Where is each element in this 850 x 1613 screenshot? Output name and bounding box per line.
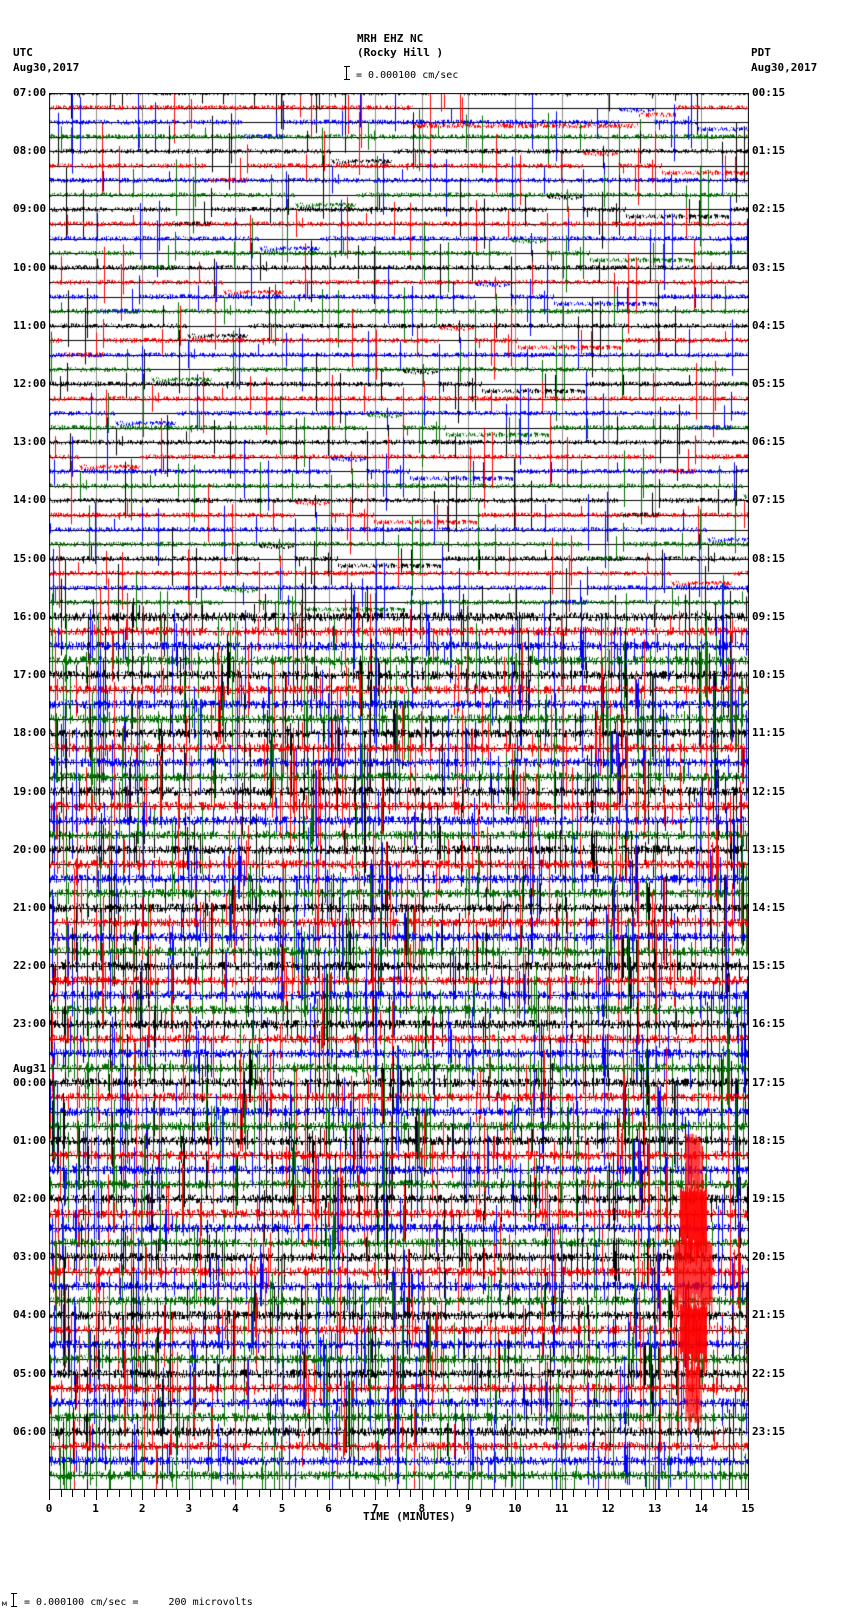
utc-hour-label: 06:00 — [13, 1424, 47, 1438]
utc-hour-label: 09:00 — [13, 202, 47, 216]
pdt-hour-label: 03:15 — [752, 260, 786, 274]
utc-hour-label: 17:00 — [13, 668, 47, 682]
x-tick-label: 3 — [185, 1502, 193, 1515]
utc-hour-label: 15:00 — [13, 551, 47, 565]
scale-text: = 0.000100 cm/sec — [356, 70, 459, 81]
pdt-hour-label: 09:15 — [752, 609, 786, 623]
utc-hour-label: 11:00 — [13, 318, 47, 332]
pdt-hour-label: 22:15 — [752, 1366, 786, 1380]
pdt-hour-label: 11:15 — [752, 726, 786, 740]
x-tick-label: 9 — [465, 1502, 472, 1515]
x-axis: 0 1 2 3 4 5 6 7 8 9 10 11 12 13 14 15 — [45, 1490, 755, 1520]
utc-hour-label: 03:00 — [13, 1250, 47, 1264]
x-axis-ticks — [49, 1490, 749, 1500]
station-location: (Rocky Hill ) — [357, 46, 444, 59]
utc-hour-label: 20:00 — [13, 842, 47, 856]
pdt-hour-label: 13:15 — [752, 842, 786, 856]
utc-hour-label: 01:00 — [13, 1133, 47, 1147]
station-title: MRH EHZ NC — [357, 32, 424, 45]
pdt-hour-label: 15:15 — [752, 959, 786, 973]
utc-hour-label: 00:00 — [13, 1075, 47, 1089]
x-tick-label: 6 — [325, 1502, 332, 1515]
pdt-hour-label: 18:15 — [752, 1133, 786, 1147]
x-tick-label: 11 — [554, 1502, 569, 1515]
pdt-hour-label: 20:15 — [752, 1250, 786, 1264]
x-axis-label: TIME (MINUTES) — [363, 1510, 456, 1523]
utc-hour-label: 08:00 — [13, 144, 47, 158]
utc-hour-label: 23:00 — [13, 1017, 47, 1031]
x-tick-label: 8 — [418, 1502, 426, 1515]
seismogram-plot — [49, 93, 749, 1490]
pdt-hour-label: 19:15 — [752, 1191, 786, 1205]
pdt-hour-label: 16:15 — [752, 1017, 786, 1031]
x-tick-label: 13 — [648, 1502, 662, 1515]
utc-hour-label: 19:00 — [13, 784, 47, 798]
x-tick-label: 14 — [694, 1502, 709, 1515]
x-tick-label: 1 — [92, 1502, 99, 1515]
x-tick-label: 10 — [508, 1502, 522, 1515]
pdt-hour-label: 23:15 — [752, 1424, 786, 1438]
pdt-hour-label: 17:15 — [752, 1075, 786, 1089]
right-timezone: PDT — [751, 46, 771, 59]
pdt-hour-label: 01:15 — [752, 144, 786, 158]
pdt-hour-label: 00:15 — [752, 86, 786, 99]
pdt-hour-label: 21:15 — [752, 1308, 786, 1322]
x-tick-label: 5 — [278, 1502, 286, 1515]
pdt-hour-label: 12:15 — [752, 784, 786, 798]
pdt-hour-label: 05:15 — [752, 377, 786, 391]
x-tick-label: 12 — [601, 1502, 615, 1515]
utc-hour-label: 13:00 — [13, 435, 47, 449]
utc-hour-label: 02:00 — [13, 1191, 47, 1205]
footer-scale-prefix: м — [2, 1599, 7, 1608]
pdt-hour-label: 14:15 — [752, 900, 786, 914]
left-timezone: UTC — [13, 46, 33, 59]
utc-hour-label: 12:00 — [13, 377, 47, 391]
x-tick-label: 7 — [371, 1502, 379, 1515]
utc-hour-label: 04:00 — [13, 1308, 47, 1322]
x-tick-label: 15 — [741, 1502, 755, 1515]
utc-hour-label: 16:00 — [13, 609, 47, 623]
footer-scale-bar-icon — [11, 1593, 20, 1607]
pdt-hour-label: 10:15 — [752, 668, 786, 682]
utc-hour-label: 21:00 — [13, 900, 47, 914]
pdt-hour-label: 02:15 — [752, 202, 786, 216]
utc-hour-label: 14:00 — [13, 493, 47, 507]
utc-hour-label: 18:00 — [13, 726, 47, 740]
utc-hour-label: 22:00 — [13, 959, 47, 973]
x-tick-label: 2 — [138, 1502, 146, 1515]
utc-hour-label: 10:00 — [13, 260, 47, 274]
utc-hour-label: 07:00 — [13, 86, 47, 99]
x-tick-label: 4 — [232, 1502, 239, 1515]
right-date: Aug30,2017 — [751, 61, 818, 74]
utc-hour-label: 05:00 — [13, 1366, 47, 1380]
date-label: Aug31 — [13, 1061, 47, 1075]
pdt-hour-label: 06:15 — [752, 435, 786, 449]
pdt-hour-label: 07:15 — [752, 493, 786, 507]
x-tick-label: 0 — [45, 1502, 53, 1515]
footer-scale-text: = 0.000100 cm/sec = 200 microvolts — [24, 1597, 253, 1608]
left-date: Aug30,2017 — [13, 61, 80, 74]
pdt-hour-label: 04:15 — [752, 318, 786, 332]
pdt-hour-label: 08:15 — [752, 551, 786, 565]
scale-bar-icon — [344, 66, 353, 80]
